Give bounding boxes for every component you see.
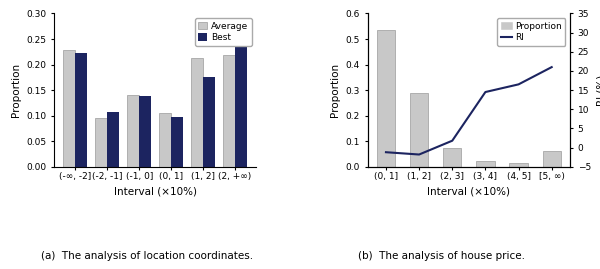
X-axis label: Interval (×10%): Interval (×10%) [113,187,197,197]
Y-axis label: Proportion: Proportion [330,63,340,117]
Bar [95,118,107,167]
RI [449,139,456,142]
Bar [63,50,76,167]
Bar [76,53,88,167]
Y-axis label: RI (%): RI (%) [596,75,600,106]
RI [382,151,389,154]
Bar [443,148,461,167]
RI [515,83,522,86]
RI [548,66,555,69]
Legend: Proportion, RI: Proportion, RI [497,18,565,46]
Bar [410,93,428,167]
Bar [171,117,183,167]
Bar [107,112,119,167]
Bar [377,30,395,167]
Text: (b)  The analysis of house price.: (b) The analysis of house price. [358,251,524,261]
Bar [203,77,215,167]
Bar [127,95,139,167]
Bar [191,58,203,167]
Text: (a)  The analysis of location coordinates.: (a) The analysis of location coordinates… [41,251,253,261]
RI [416,153,423,156]
Legend: Average, Best: Average, Best [195,18,252,46]
Bar [476,161,494,167]
Y-axis label: Proportion: Proportion [11,63,20,117]
Bar [139,96,151,167]
RI [482,90,489,94]
Bar [509,163,527,167]
X-axis label: Interval (×10%): Interval (×10%) [427,187,511,197]
Line: RI: RI [386,67,551,154]
Bar [159,113,171,167]
Bar [235,36,247,167]
Bar [223,55,235,167]
Bar [542,151,561,167]
